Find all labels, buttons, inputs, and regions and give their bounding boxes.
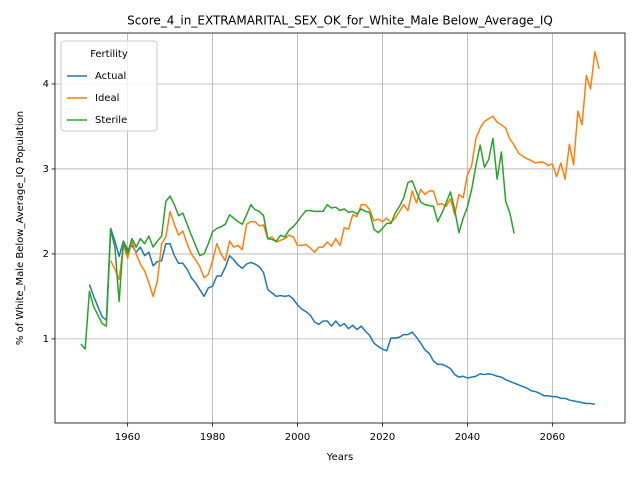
line-series bbox=[88, 227, 595, 406]
legend-title: Fertility bbox=[90, 49, 128, 60]
y-tick-label: 4 bbox=[43, 79, 49, 90]
x-tick-label: 2060 bbox=[540, 432, 565, 443]
y-axis-label: % of White_Male Below_Average_IQ Populat… bbox=[15, 111, 26, 345]
line-series bbox=[80, 137, 515, 350]
x-tick-label: 1980 bbox=[200, 432, 225, 443]
legend: Fertility Actual Ideal Sterile bbox=[60, 40, 158, 132]
legend-label: Sterile bbox=[95, 115, 127, 126]
plot-frame bbox=[54, 32, 626, 424]
x-axis-label: Years bbox=[326, 452, 353, 463]
chart-title: Score_4_in_EXTRAMARITAL_SEX_OK_for_White… bbox=[127, 14, 553, 28]
legend-label: Ideal bbox=[95, 93, 119, 104]
y-tick-label: 1 bbox=[43, 334, 49, 345]
legend-label: Actual bbox=[95, 71, 126, 82]
line-series bbox=[109, 50, 600, 298]
x-tick-label: 2020 bbox=[370, 432, 395, 443]
x-tick-label: 1960 bbox=[115, 432, 140, 443]
y-tick-label: 2 bbox=[43, 249, 49, 260]
x-tick-label: 2000 bbox=[285, 432, 310, 443]
x-tick-label: 2040 bbox=[455, 432, 480, 443]
legend-box bbox=[60, 40, 158, 132]
y-tick-label: 3 bbox=[43, 164, 49, 175]
